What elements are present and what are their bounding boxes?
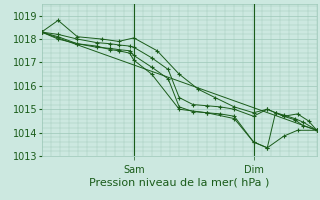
X-axis label: Pression niveau de la mer( hPa ): Pression niveau de la mer( hPa )	[89, 178, 269, 188]
